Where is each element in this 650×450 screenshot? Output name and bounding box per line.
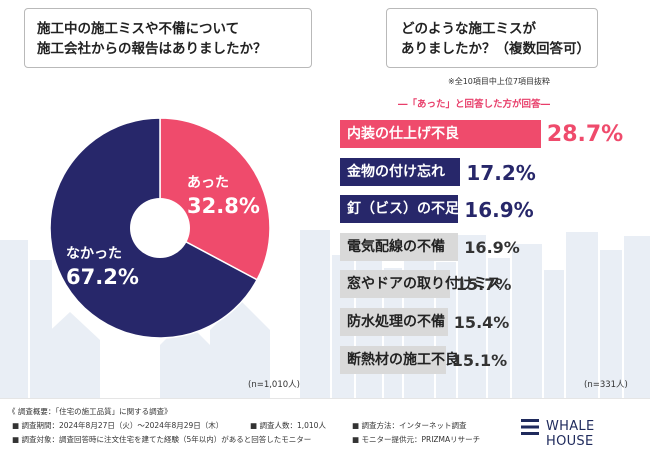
whale-house-logo: WHALE HOUSE — [520, 416, 640, 449]
bar-fill — [340, 232, 459, 261]
survey-footer: 《 調査概要：「住宅の施工品質」に関する調査》 ■ 調査期間：2024年8月27… — [0, 398, 650, 450]
footer-count: ■ 調査人数：1,010人 — [250, 421, 326, 430]
pie-label-yes: あった 32.8% — [187, 172, 260, 218]
bar-sample-size: (n=331人) — [584, 380, 628, 390]
pie-label-no: なかった 67.2% — [66, 243, 139, 289]
bar-label: 断熱材の施工不良 — [347, 351, 459, 368]
whale-house-logo-text: WHALE HOUSE — [546, 419, 595, 449]
bar-fill — [340, 120, 541, 148]
right-question-box: どのような施工ミスが ありましたか？（複数回答可） — [386, 8, 598, 68]
bar-fill — [340, 157, 461, 186]
bar-value-label: 28.7% — [546, 122, 624, 147]
footer-method: ■ 調査方法：インターネット調査 — [352, 421, 467, 430]
bar-label: 電気配線の不備 — [347, 238, 445, 255]
footer-provider: ■ モニター提供元：PRIZMAリサーチ — [352, 435, 481, 444]
bar-label: 窓やドアの取り付けミス — [347, 276, 501, 293]
pie-center-hole — [130, 198, 190, 258]
bar-label: 釘（ビス）の不足、めり込み — [347, 201, 529, 218]
right-question-line-2: ありましたか？（複数回答可） — [401, 41, 590, 57]
bar-label: 内装の仕上げ不良 — [347, 126, 459, 142]
bar-value-label: 15.4% — [453, 313, 510, 332]
footer-title: 《 調査概要：「住宅の施工品質」に関する調査》 — [8, 407, 172, 416]
bar-value-label: 15.7% — [455, 275, 512, 295]
bar-fill — [340, 195, 459, 224]
bar-value-label: 16.9% — [464, 237, 520, 257]
bar-fill — [340, 308, 448, 336]
footer-target: ■ 調査対象：調査回答時に注文住宅を建てた経験（5年以内）があると回答したモニタ… — [12, 435, 312, 444]
bar-value-label: 16.9% — [464, 198, 534, 223]
bar-chart-legend: ―「あった」と回答した方が回答― — [398, 99, 551, 110]
pie-label-no-category: なかった — [66, 246, 122, 262]
right-question-line-1: どのような施工ミスが — [401, 21, 536, 37]
bar-fill — [340, 270, 450, 299]
pie-label-yes-category: あった — [187, 175, 229, 191]
bar-fill — [340, 345, 446, 374]
left-question-line-1: 施工中の施工ミスや不備について — [37, 21, 240, 37]
items-note: ※全10項目中上位7項目抜粋 — [448, 77, 550, 86]
whale-house-logo-icon — [521, 419, 539, 435]
bar-label: 防水処理の不備 — [347, 314, 445, 330]
bar-label: 金物の付け忘れ — [347, 163, 445, 180]
bar-value-label: 15.1% — [451, 350, 508, 370]
pie-label-no-value: 67.2% — [66, 265, 139, 289]
left-question-line-2: 施工会社からの報告はありましたか？ — [37, 41, 267, 57]
pie-sample-size: (n=1,010人) — [248, 380, 300, 390]
footer-period: ■ 調査期間：2024年8月27日（火）～2024年8月29日（木） — [12, 421, 224, 430]
pie-label-yes-value: 32.8% — [187, 194, 260, 218]
left-question-box: 施工中の施工ミスや不備について 施工会社からの報告はありましたか？ — [24, 8, 312, 68]
bar-value-label: 17.2% — [466, 160, 536, 185]
